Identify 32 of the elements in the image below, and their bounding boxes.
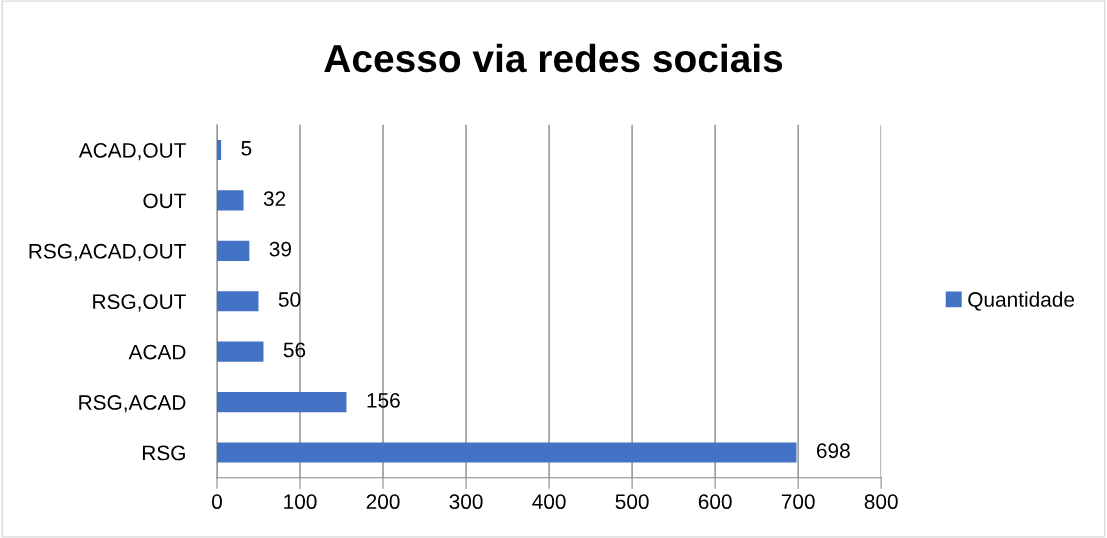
data-label: 698 <box>816 443 850 459</box>
bar <box>216 341 264 362</box>
y-tick-label: OUT <box>143 193 186 209</box>
bar <box>216 392 347 413</box>
legend-label: Quantidade <box>968 291 1075 311</box>
y-tick-label: RSG,OUT <box>93 294 186 312</box>
y-tick-label: RSG,ACAD,OUT <box>29 243 186 262</box>
x-tick-label: 0 <box>211 494 222 510</box>
data-label: 39 <box>269 241 291 257</box>
data-label: 56 <box>283 342 306 358</box>
y-tick-label: ACAD <box>128 344 186 360</box>
x-tick-label: 500 <box>615 494 649 510</box>
data-label: 156 <box>367 392 400 408</box>
chart-title: Acesso via redes sociais <box>324 43 783 73</box>
data-label: 50 <box>278 292 301 307</box>
x-tick-label: 700 <box>781 494 815 510</box>
x-tick-label: 600 <box>698 494 732 510</box>
y-tick-label: RSG,ACAD <box>79 395 186 413</box>
x-tick-label: 200 <box>366 494 400 510</box>
bar <box>216 139 222 161</box>
bar <box>216 291 259 312</box>
bar <box>216 240 250 261</box>
bar <box>216 190 244 211</box>
data-label: 32 <box>263 191 286 207</box>
bar <box>216 442 797 463</box>
y-tick-label: RSG <box>142 445 185 461</box>
y-tick-label: ACAD,OUT <box>78 143 186 161</box>
x-tick-label: 800 <box>864 494 898 510</box>
x-tick-label: 100 <box>284 494 317 510</box>
x-tick-label: 400 <box>532 494 566 510</box>
data-label: 5 <box>241 141 252 156</box>
x-tick-label: 300 <box>449 494 483 510</box>
